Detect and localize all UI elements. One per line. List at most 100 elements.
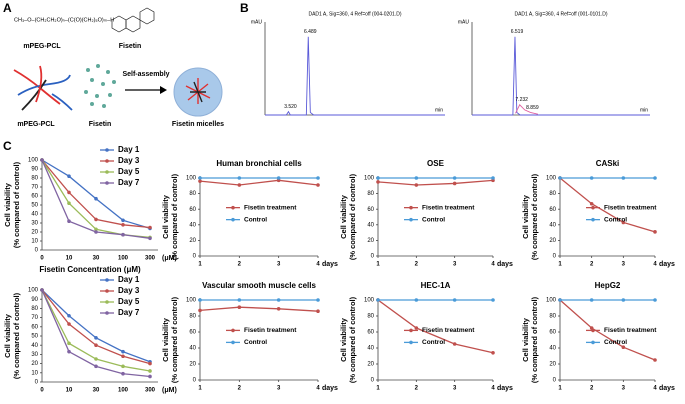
y-tick-label: 0	[193, 254, 197, 260]
data-point	[491, 351, 495, 355]
y-tick-label: 50	[31, 334, 38, 340]
data-point	[94, 357, 98, 361]
x-tick-label: 2	[238, 262, 242, 268]
x-tick-label: 3	[622, 262, 626, 268]
x-unit: days	[659, 385, 675, 392]
y-tick-label: 60	[189, 207, 196, 213]
y-tick-label: 100	[186, 298, 197, 304]
peak-label: 3.520	[284, 104, 297, 110]
y-axis-label: Cell viability	[339, 194, 348, 239]
y-tick-label: 100	[186, 176, 197, 182]
x-tick-label: 4	[653, 262, 657, 268]
product-label: Fisetin micelles	[172, 121, 224, 128]
data-point	[621, 220, 626, 225]
x-unit: days	[322, 261, 338, 268]
x-unit: min	[640, 107, 648, 113]
y-axis-label: (% compared of control)	[12, 292, 21, 379]
y-tick-label: 40	[189, 222, 196, 228]
legend-marker	[231, 340, 235, 345]
x-tick-label: 3	[453, 262, 457, 268]
polymer-label: mPEG-PCL	[17, 121, 55, 128]
data-point	[198, 308, 202, 313]
data-point	[414, 298, 419, 302]
y-tick-label: 100	[28, 288, 39, 294]
legend-label: Day 1	[118, 145, 140, 154]
chart-title: DAD1 A, Sig=360, 4 Ref=off (001-0101.D)	[514, 11, 607, 17]
y-tick-label: 80	[189, 314, 196, 320]
data-point	[589, 201, 594, 206]
y-tick-label: 60	[549, 207, 556, 213]
y-tick-label: 80	[31, 176, 38, 182]
legend-marker	[591, 340, 595, 345]
legend-marker	[231, 328, 235, 333]
legend-label: Fisetin treatment	[604, 327, 657, 334]
y-axis-label: (% compared of control)	[530, 296, 539, 383]
data-point	[148, 369, 152, 373]
legend-marker	[591, 328, 595, 333]
micelle-core	[185, 78, 211, 104]
x-unit: (μM)	[162, 255, 177, 262]
y-tick-label: 100	[546, 298, 557, 304]
data-point	[121, 223, 125, 227]
data-point	[276, 176, 281, 180]
legend-label: Day 3	[118, 286, 140, 295]
x-tick-label: 1	[376, 386, 380, 392]
legend-label: Control	[422, 339, 445, 346]
y-tick-label: 0	[371, 378, 375, 384]
y-tick-label: 30	[31, 221, 38, 227]
data-point	[276, 307, 281, 311]
y-tick-label: 10	[31, 239, 38, 245]
polymer-drawing	[13, 65, 73, 111]
chart-title: Human bronchial cells	[216, 159, 302, 168]
series-line	[265, 36, 445, 116]
y-tick-label: 100	[28, 158, 39, 164]
x-unit: days	[659, 261, 675, 268]
data-point	[67, 190, 71, 195]
x-tick-label: 4	[491, 262, 495, 268]
data-point	[376, 298, 380, 302]
drug-label: Fisetin	[119, 43, 142, 50]
panel-label: B	[240, 1, 249, 15]
y-axis-label: Cell viability	[339, 317, 348, 362]
polymer-label: mPEG-PCL	[23, 43, 61, 50]
legend-marker	[105, 289, 109, 293]
y-axis-label: (% compared of control)	[348, 296, 357, 383]
legend-label: Fisetin treatment	[422, 204, 475, 211]
legend-label: Fisetin treatment	[244, 327, 297, 334]
y-tick-label: 90	[31, 167, 38, 173]
legend-label: Fisetin treatment	[422, 327, 475, 334]
data-point	[237, 305, 242, 310]
peak-label: 8.859	[526, 105, 539, 111]
drug-dots	[84, 64, 116, 108]
series-line	[559, 299, 656, 361]
legend-marker	[105, 278, 109, 282]
arrow-head	[160, 86, 167, 94]
x-tick-label: 1	[558, 386, 562, 392]
data-point	[148, 361, 152, 366]
legend-marker	[409, 205, 413, 210]
y-tick-label: 60	[31, 324, 38, 330]
data-point	[94, 230, 98, 234]
y-axis-label: Cell viability	[161, 194, 170, 239]
x-unit: (μM)	[162, 387, 177, 394]
data-point	[67, 219, 71, 223]
panel-label: C	[3, 139, 12, 153]
data-point	[67, 313, 71, 318]
series-line	[199, 179, 319, 186]
y-tick-label: 20	[31, 361, 38, 367]
legend-label: Day 7	[118, 178, 140, 187]
y-tick-label: 100	[364, 298, 375, 304]
y-tick-label: 0	[553, 254, 557, 260]
y-tick-label: 80	[367, 191, 374, 197]
data-point	[589, 298, 594, 302]
x-unit: min	[435, 107, 443, 113]
data-point	[94, 196, 98, 201]
data-point	[121, 349, 125, 354]
y-tick-label: 100	[364, 176, 375, 182]
y-axis-label: Cell viability	[521, 194, 530, 239]
peak-label: 6.519	[511, 29, 524, 35]
x-tick-label: 1	[198, 386, 202, 392]
data-point	[198, 298, 202, 302]
data-point	[491, 176, 495, 180]
